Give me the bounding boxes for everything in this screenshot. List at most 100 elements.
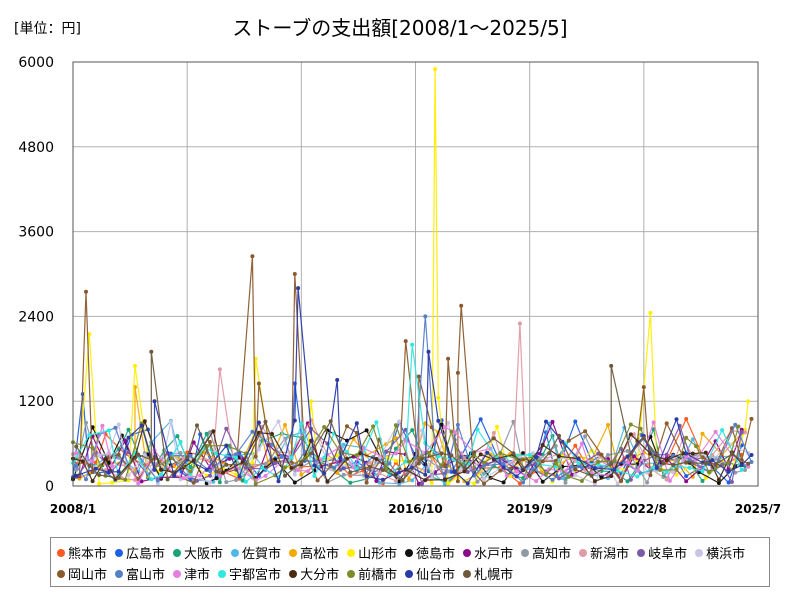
data-point xyxy=(116,422,121,427)
data-point xyxy=(609,462,614,466)
data-point xyxy=(87,332,92,337)
data-point xyxy=(208,469,212,473)
data-point xyxy=(690,451,695,456)
data-point xyxy=(100,423,105,428)
legend-label: 水戸市 xyxy=(474,547,514,562)
data-point xyxy=(423,472,428,477)
data-point xyxy=(393,446,398,451)
data-point xyxy=(746,399,751,404)
data-point xyxy=(345,424,349,429)
data-point xyxy=(749,416,754,421)
data-point xyxy=(172,473,177,478)
data-point xyxy=(256,447,261,452)
axis-layer: 0 1200 2400 3600 4800 6000 2008/1 2010/12 2013/1… xyxy=(18,55,781,516)
data-point xyxy=(648,310,653,315)
legend-item: 富山市 xyxy=(115,563,165,584)
data-point xyxy=(501,461,506,466)
data-point xyxy=(482,460,486,465)
legend-item: 大分市 xyxy=(289,563,339,584)
legend-marker-icon xyxy=(463,569,472,578)
legend-label: 仙台市 xyxy=(416,568,456,583)
data-point xyxy=(465,481,470,486)
data-point xyxy=(165,477,170,482)
legend-marker-icon xyxy=(347,569,356,578)
legend-label: 熊本市 xyxy=(68,547,108,562)
data-point xyxy=(498,451,503,455)
data-point xyxy=(106,470,111,475)
data-point xyxy=(612,458,617,463)
data-point xyxy=(110,480,115,485)
data-point xyxy=(364,428,369,433)
legend-label: 宇都宮市 xyxy=(229,568,282,583)
data-point xyxy=(188,465,193,470)
data-point xyxy=(123,438,128,443)
data-point xyxy=(684,451,689,456)
legend-item: 高知市 xyxy=(521,542,571,563)
legend-item: 広島市 xyxy=(115,542,165,563)
data-point xyxy=(511,451,516,456)
data-point xyxy=(208,440,212,444)
data-point xyxy=(292,480,297,485)
data-point xyxy=(700,431,705,436)
data-point xyxy=(149,457,154,462)
data-point xyxy=(234,452,239,457)
data-point xyxy=(684,435,689,440)
data-point xyxy=(87,433,92,437)
data-point xyxy=(299,472,304,477)
legend-label: 新潟市 xyxy=(590,547,630,562)
data-point xyxy=(276,479,281,484)
data-point xyxy=(178,439,183,444)
data-point xyxy=(325,479,330,484)
data-point xyxy=(208,473,212,478)
data-point xyxy=(253,454,258,459)
data-point xyxy=(195,423,199,428)
data-point xyxy=(426,349,431,354)
data-point xyxy=(393,451,398,456)
data-point xyxy=(433,67,438,72)
data-point xyxy=(726,460,731,465)
data-point xyxy=(615,468,620,473)
data-point xyxy=(429,480,434,485)
data-point xyxy=(224,462,229,467)
data-point xyxy=(367,465,372,469)
data-point xyxy=(544,472,548,476)
data-point xyxy=(684,460,689,465)
data-point xyxy=(452,430,457,435)
data-point xyxy=(628,422,633,427)
y-tick-label: 6000 xyxy=(18,55,54,71)
data-point xyxy=(521,451,526,456)
legend-label: 岐阜市 xyxy=(648,547,688,562)
data-point xyxy=(442,464,447,469)
data-point xyxy=(328,419,333,424)
data-point xyxy=(661,461,666,466)
legend-marker-icon xyxy=(405,569,414,578)
data-point xyxy=(410,342,415,347)
data-point xyxy=(475,427,480,432)
data-point xyxy=(713,429,718,434)
data-point xyxy=(420,481,424,486)
data-point xyxy=(606,453,610,457)
data-point xyxy=(279,454,284,459)
data-point xyxy=(664,477,669,482)
data-point xyxy=(619,479,623,484)
x-tick-label: 2019/9 xyxy=(507,502,553,516)
data-point xyxy=(645,480,650,485)
data-point xyxy=(482,477,486,482)
data-point xyxy=(312,463,317,468)
data-point xyxy=(377,455,382,460)
data-point xyxy=(214,476,219,481)
legend-item: 札幌市 xyxy=(463,563,513,584)
data-point xyxy=(700,469,705,474)
legend-label: 富山市 xyxy=(126,568,166,583)
data-point xyxy=(459,303,464,308)
data-point xyxy=(188,453,193,458)
data-point xyxy=(84,289,88,294)
data-point xyxy=(749,453,754,457)
data-point xyxy=(739,467,744,472)
data-point xyxy=(579,479,584,483)
series-layer xyxy=(71,67,754,486)
data-point xyxy=(703,461,708,466)
data-point xyxy=(641,436,646,441)
data-point xyxy=(74,467,79,472)
